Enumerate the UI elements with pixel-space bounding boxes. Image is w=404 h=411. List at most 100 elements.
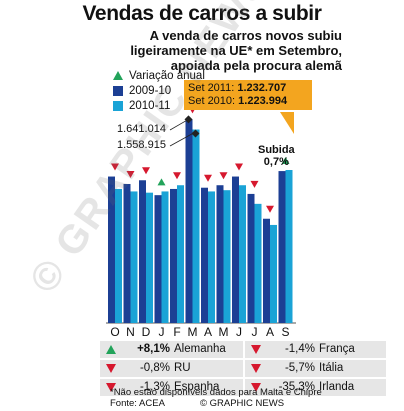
callout-line-1: Set 2011: 1.232.707: [188, 82, 308, 95]
triangle-down-icon: [106, 363, 116, 373]
legend-swatch-s1: [113, 85, 123, 96]
yoy-cell: +8,1% Alemanha: [100, 340, 243, 358]
yoy-cell: -1,4% França: [245, 340, 386, 358]
bar-2009-10: [139, 180, 146, 323]
triangle-down-icon: [251, 344, 261, 354]
callout-line-2: Set 2010: 1.223.994: [188, 95, 308, 108]
change-down-icon: [173, 172, 181, 180]
yoy-cell: -0,8% RU: [100, 359, 243, 377]
bar-2009-10: [185, 119, 193, 324]
yoy-country: RU: [174, 362, 191, 374]
rise-label-value: 0,7%: [263, 156, 289, 168]
legend-item-s2: 2010-11: [113, 98, 205, 113]
bar-2010-11: [115, 188, 122, 323]
x-tick-label: J: [159, 325, 165, 339]
yoy-country: Espanha: [174, 381, 220, 393]
change-up-icon: [281, 156, 290, 164]
bar-2010-11: [208, 191, 215, 323]
yoy-value: +8,1%: [137, 343, 170, 355]
bar-2010-11: [146, 192, 153, 323]
x-tick-label: J: [236, 325, 242, 339]
change-down-icon: [111, 163, 119, 171]
x-tick-label: M: [188, 325, 198, 339]
legend-label-s1: 2009-10: [129, 84, 172, 97]
callout-label-2: Set 2010:: [188, 95, 239, 107]
chart-title: Vendas de carros a subir: [82, 2, 322, 25]
x-tick-label: F: [173, 325, 180, 339]
x-tick-label: N: [126, 325, 135, 339]
triangle-up-icon: [106, 344, 116, 354]
change-down-icon: [204, 174, 212, 182]
yoy-table: +8,1% Alemanha -1,4% França -0,8% RU -5,7% Itál…: [100, 339, 386, 396]
chart-subtitle: A venda de carros novos subiu ligeiramen…: [130, 28, 342, 73]
x-tick-label: M: [219, 325, 229, 339]
bar-2010-11: [285, 169, 293, 323]
yoy-country: Itália: [319, 362, 344, 374]
bar-2009-10: [216, 185, 224, 323]
x-tick-label: J: [252, 325, 258, 339]
yoy-value: -0,8%: [139, 362, 170, 374]
yoy-country: Alemanha: [174, 343, 226, 355]
bar-2009-10: [154, 195, 162, 323]
legend-label-s2: 2010-11: [129, 99, 171, 112]
yoy-country: França: [319, 343, 355, 355]
change-down-icon: [219, 172, 228, 180]
change-up-icon: [157, 178, 166, 186]
rise-label: Subida 0,7%: [258, 144, 295, 168]
peak-leader-b: [169, 132, 195, 147]
bar-2010-11: [161, 191, 169, 323]
bar-2010-11: [270, 224, 277, 323]
source: Fonte: ACEA: [110, 398, 165, 409]
bar-2010-11: [130, 191, 138, 323]
bar-2009-10: [123, 183, 131, 323]
credit: © GRAPHIC NEWS: [200, 398, 285, 409]
peak-label-b: 1.558.915: [117, 139, 166, 151]
callout-pointer: [280, 112, 294, 134]
peak-leader-a: [169, 118, 189, 131]
x-tick-label: A: [204, 325, 212, 339]
bar-2009-10: [278, 171, 286, 323]
yoy-row: -0,8% RU -5,7% Itália: [100, 358, 386, 377]
x-tick-label: S: [281, 325, 289, 339]
triangle-down-icon: [106, 382, 116, 392]
bar-2010-11: [239, 185, 246, 323]
triangle-down-icon: [251, 363, 261, 373]
yoy-value: -1,4%: [284, 343, 315, 355]
triangle-down-icon: [251, 382, 261, 392]
peak-label-a: 1.641.014: [117, 123, 166, 135]
yoy-cell: -35,3% Irlanda: [245, 378, 386, 396]
peak-marker-a: [184, 115, 193, 124]
bar-2009-10: [232, 176, 239, 323]
x-tick-label: O: [110, 325, 119, 339]
change-down-icon: [250, 180, 259, 188]
bar-2009-10: [108, 176, 115, 323]
x-tick-label: A: [266, 325, 274, 339]
legend-item-change: Variação anual: [113, 68, 205, 83]
change-down-icon: [266, 205, 274, 213]
legend-item-s1: 2009-10: [113, 83, 205, 98]
bar-2010-11: [223, 190, 231, 323]
bar-2009-10: [201, 187, 208, 323]
callout-value-1: 1.232.707: [237, 82, 287, 94]
yoy-value: -1,3%: [139, 381, 170, 393]
change-down-icon: [235, 163, 243, 171]
footnote: *Não estão disponíveis dados para Malta …: [110, 387, 322, 398]
bar-2010-11: [192, 129, 200, 323]
bar-2010-11: [177, 185, 184, 323]
yoy-cell: -1,3% Espanha: [100, 378, 243, 396]
bar-2009-10: [247, 193, 255, 323]
bar-2010-11: [254, 203, 262, 323]
peak-marker-b: [191, 129, 200, 138]
rise-label-text: Subida: [258, 144, 295, 156]
legend: Variação anual 2009-10 2010-11: [113, 68, 205, 113]
yoy-value: -35,3%: [278, 381, 315, 393]
bar-2009-10: [170, 188, 177, 323]
bar-2009-10: [263, 218, 270, 323]
callout-value-2: 1.223.994: [238, 95, 288, 107]
triangle-up-icon: [113, 71, 123, 80]
yoy-cell: -5,7% Itália: [245, 359, 386, 377]
callout-label-1: Set 2011:: [188, 82, 238, 94]
yoy-row: +8,1% Alemanha -1,4% França: [100, 339, 386, 358]
change-down-icon: [142, 167, 150, 175]
